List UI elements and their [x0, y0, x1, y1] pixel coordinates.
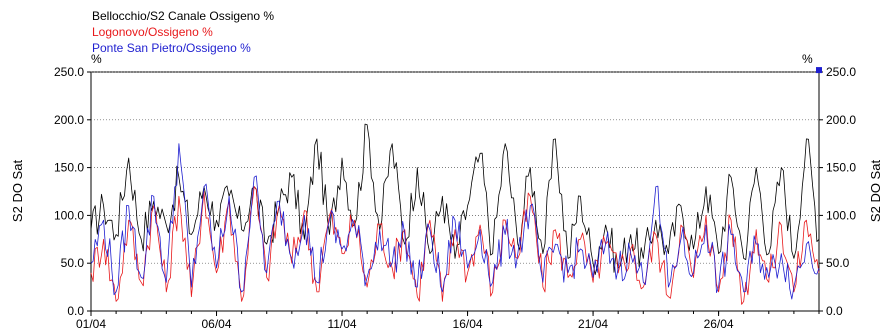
- legend-entry-ponte-san-pietro: Ponte San Pietro/Ossigeno %: [92, 41, 251, 55]
- y-tick-label-right: 0.0: [826, 304, 843, 318]
- unit-label-left: %: [91, 52, 102, 66]
- y-tick-label-right: 50.0: [826, 256, 850, 270]
- x-ticks: 01/04 06/04 11/04 16/04 21/04 26/04: [76, 311, 820, 331]
- x-tick-label: 16/04: [453, 317, 483, 331]
- legend: Bellocchio/S2 Canale Ossigeno % Logonovo…: [92, 9, 274, 55]
- unit-label-right: %: [802, 52, 813, 66]
- x-tick-label: 21/04: [578, 317, 608, 331]
- series-line-0: [90, 123, 820, 276]
- x-tick-label: 06/04: [202, 317, 232, 331]
- y-tick-label-right: 150.0: [826, 161, 856, 175]
- x-tick-label: 26/04: [704, 317, 734, 331]
- y-tick-label-left: 200.0: [54, 113, 84, 127]
- legend-entry-bellocchio: Bellocchio/S2 Canale Ossigeno %: [92, 9, 274, 23]
- series-line-2: [90, 143, 820, 300]
- x-tick-label: 11/04: [327, 317, 356, 331]
- y-tick-label-right: 250.0: [826, 65, 856, 79]
- y-tick-label-right: 100.0: [826, 208, 856, 222]
- data-point-marker: [816, 67, 822, 74]
- plot-area: [90, 71, 820, 312]
- y-ticks-left: 0.0 50.0 100.0 150.0 200.0 250.0: [54, 65, 91, 318]
- y-tick-label-left: 250.0: [54, 65, 84, 79]
- y-tick-label-left: 50.0: [61, 256, 85, 270]
- y-axis-title-left: S2 DO Sat: [10, 160, 25, 223]
- y-tick-label-left: 100.0: [54, 208, 84, 222]
- series-line-1: [90, 186, 820, 305]
- y-tick-label-left: 150.0: [54, 161, 84, 175]
- y-ticks-right: 0.0 50.0 100.0 150.0 200.0 250.0: [819, 65, 856, 318]
- y-tick-label-left: 0.0: [67, 304, 84, 318]
- x-tick-label: 01/04: [76, 317, 106, 331]
- y-axis-title-right: S2 DO Sat: [868, 160, 883, 223]
- legend-entry-logonovo: Logonovo/Ossigeno %: [92, 25, 213, 39]
- y-tick-label-right: 200.0: [826, 113, 856, 127]
- series-lines: [90, 67, 822, 305]
